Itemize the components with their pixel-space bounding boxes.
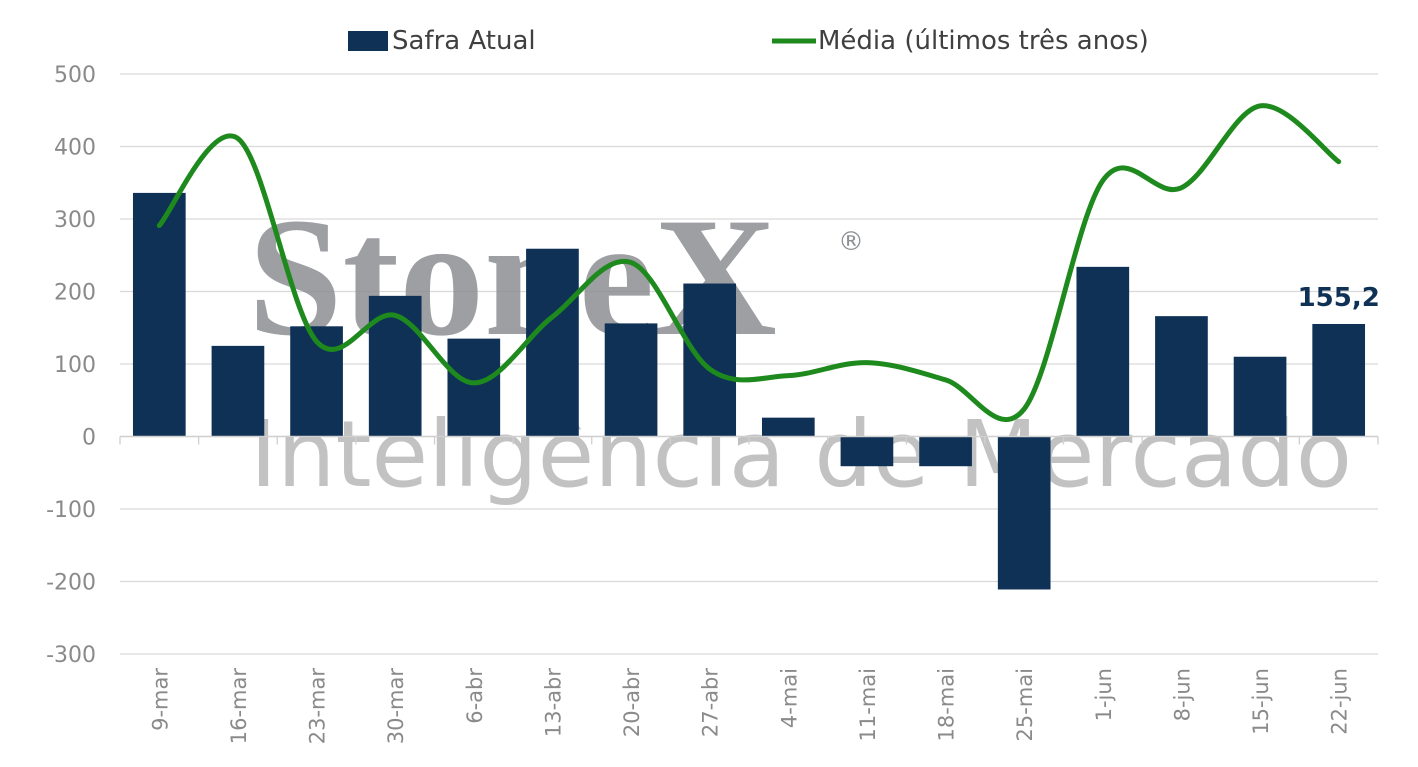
x-tick-label: 22-jun — [1328, 668, 1352, 735]
bar-27-abr — [683, 283, 737, 437]
x-tick-label: 25-mai — [1013, 668, 1037, 741]
bar-4-mai — [761, 417, 815, 437]
x-tick-label: 27-abr — [699, 668, 723, 737]
data-label-22-jun: 155,2 — [1298, 283, 1380, 313]
x-tick-label: 1-jun — [1092, 668, 1116, 721]
legend: Safra Atual Média (últimos três anos) — [348, 26, 1149, 56]
legend-label-safra-atual: Safra Atual — [392, 26, 536, 56]
y-tick-label: 400 — [54, 136, 96, 161]
y-tick-label: -100 — [46, 498, 96, 523]
bar-1-jun — [1076, 266, 1130, 437]
x-tick-label: 6-abr — [463, 668, 487, 724]
bar-20-abr — [604, 323, 658, 437]
x-tick-label: 20-abr — [620, 668, 644, 737]
bar-13-abr — [526, 248, 579, 437]
bar-8-jun — [1155, 316, 1208, 437]
legend-swatch-safra-atual — [348, 31, 388, 51]
y-tick-label: 0 — [82, 426, 96, 451]
y-tick-label: -300 — [46, 643, 96, 668]
bar-series — [132, 192, 1366, 590]
x-tick-label: 18-mai — [935, 668, 959, 741]
x-tick-label: 9-mar — [148, 668, 172, 731]
x-axis: 9-mar 16-mar 23-mar 30-mar 6-abr 13-abr 20-abr… — [119, 435, 1379, 745]
bar-11-mai — [840, 436, 894, 467]
x-tick-label: 13-abr — [541, 668, 565, 737]
bar-9-mar — [132, 192, 186, 437]
bar-15-jun — [1233, 356, 1287, 437]
annotations: 155,2 — [1298, 283, 1380, 313]
bar-22-jun — [1312, 323, 1366, 437]
y-axis: 500 400 300 200 100 0 -100 -200 -300 — [46, 63, 96, 668]
x-tick-label: 4-mai — [777, 668, 801, 728]
legend-label-media: Média (últimos três anos) — [818, 26, 1149, 56]
watermark-registered-mark: ® — [838, 227, 864, 257]
bar-18-mai — [919, 436, 972, 467]
y-tick-label: -200 — [46, 571, 96, 596]
bar-16-mar — [211, 345, 265, 437]
bar-25-mai — [997, 436, 1051, 590]
y-tick-label: 300 — [54, 208, 96, 233]
bar-6-abr — [447, 338, 501, 437]
y-tick-label: 100 — [54, 353, 96, 378]
media-line — [156, 103, 1342, 423]
x-tick-label: 23-mar — [306, 668, 330, 745]
x-tick-label: 16-mar — [227, 668, 251, 745]
x-tick-label: 11-mai — [856, 668, 880, 741]
x-tick-label: 30-mar — [384, 668, 408, 745]
y-tick-label: 200 — [54, 281, 96, 306]
y-tick-label: 500 — [54, 63, 96, 88]
x-tick-label: 15-jun — [1249, 668, 1273, 735]
x-tick-label: 8-jun — [1170, 668, 1194, 721]
line-series — [156, 103, 1342, 423]
